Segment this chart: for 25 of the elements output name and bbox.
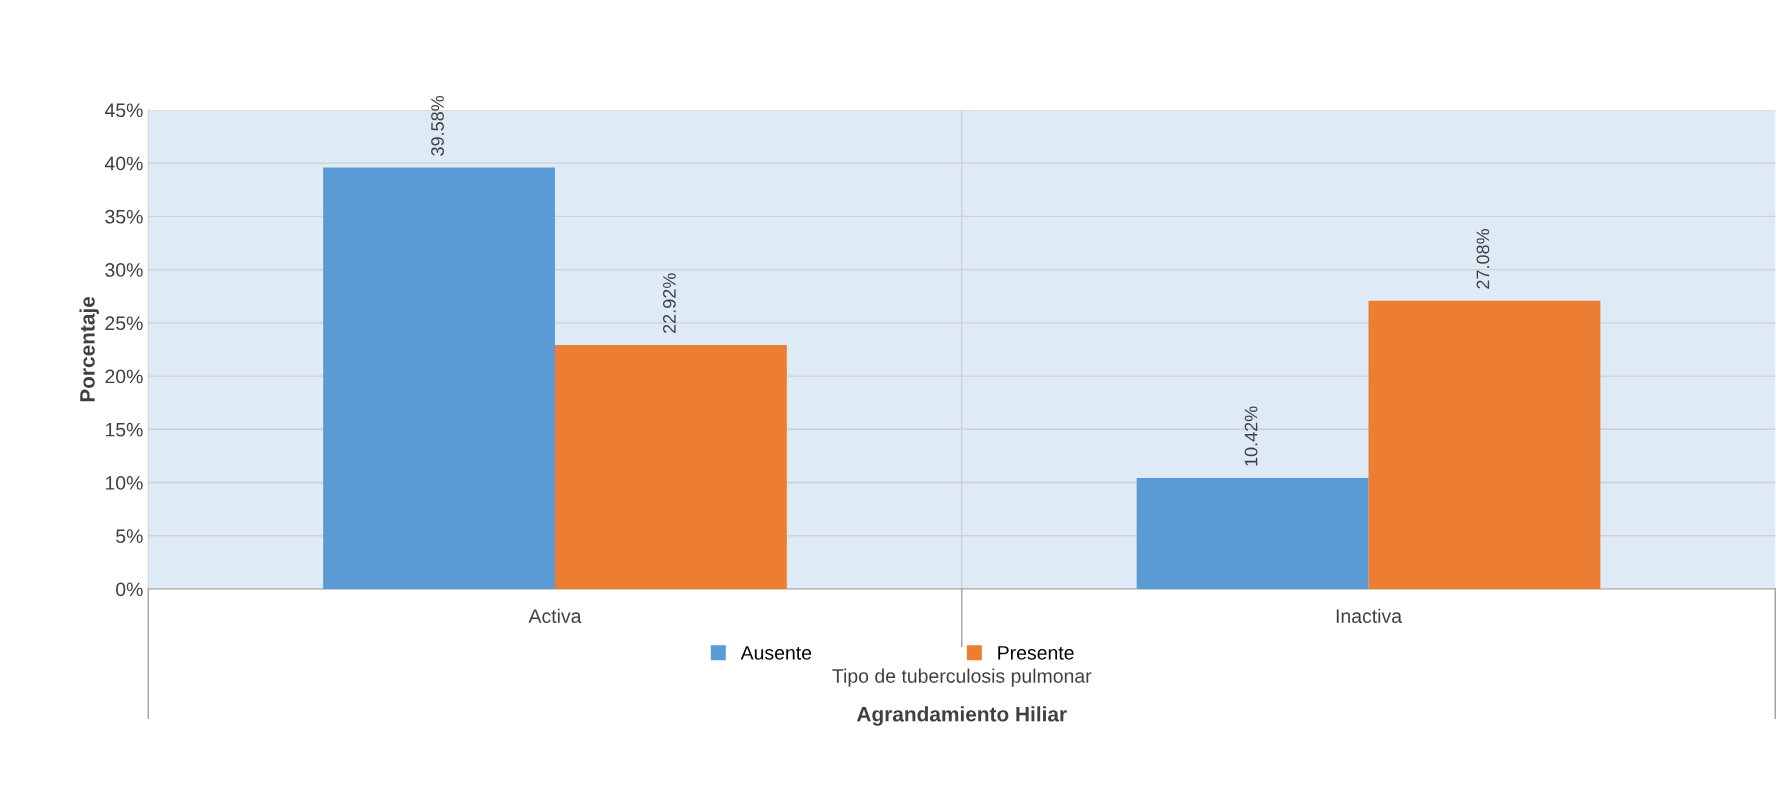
bar — [1368, 300, 1601, 590]
x-tick-label: Activa — [528, 608, 582, 623]
legend-label: Presente — [998, 646, 1074, 660]
text: Tipo de tuberculosis pulmonar — [832, 668, 1092, 687]
bar — [1136, 478, 1369, 590]
legend-label: Ausente — [740, 646, 812, 660]
data-label: 22.92% — [662, 273, 676, 333]
y-tick-label: 25% — [105, 316, 143, 331]
y-axis-title: Porcentaje — [79, 296, 99, 402]
y-tick-label: 20% — [105, 369, 143, 384]
y-tick-label: 35% — [105, 209, 143, 224]
text: Agrandamiento Hiliar — [856, 706, 1067, 726]
bar — [555, 344, 787, 590]
y-tick-label: 0% — [116, 582, 143, 597]
bar — [323, 167, 555, 590]
data-label: 10.42% — [1244, 406, 1258, 466]
y-tick-label: 30% — [105, 263, 143, 277]
y-tick-label: 45% — [104, 103, 143, 118]
y-tick-label: 15% — [105, 422, 143, 437]
y-tick-label: 5% — [116, 529, 143, 544]
y-tick-label: 10% — [105, 476, 143, 490]
data-label: 39.58% — [431, 95, 444, 156]
x-tick-label: Inactiva — [1336, 608, 1403, 623]
data-label: 27.08% — [1476, 228, 1490, 289]
y-tick-label: 40% — [104, 156, 143, 171]
